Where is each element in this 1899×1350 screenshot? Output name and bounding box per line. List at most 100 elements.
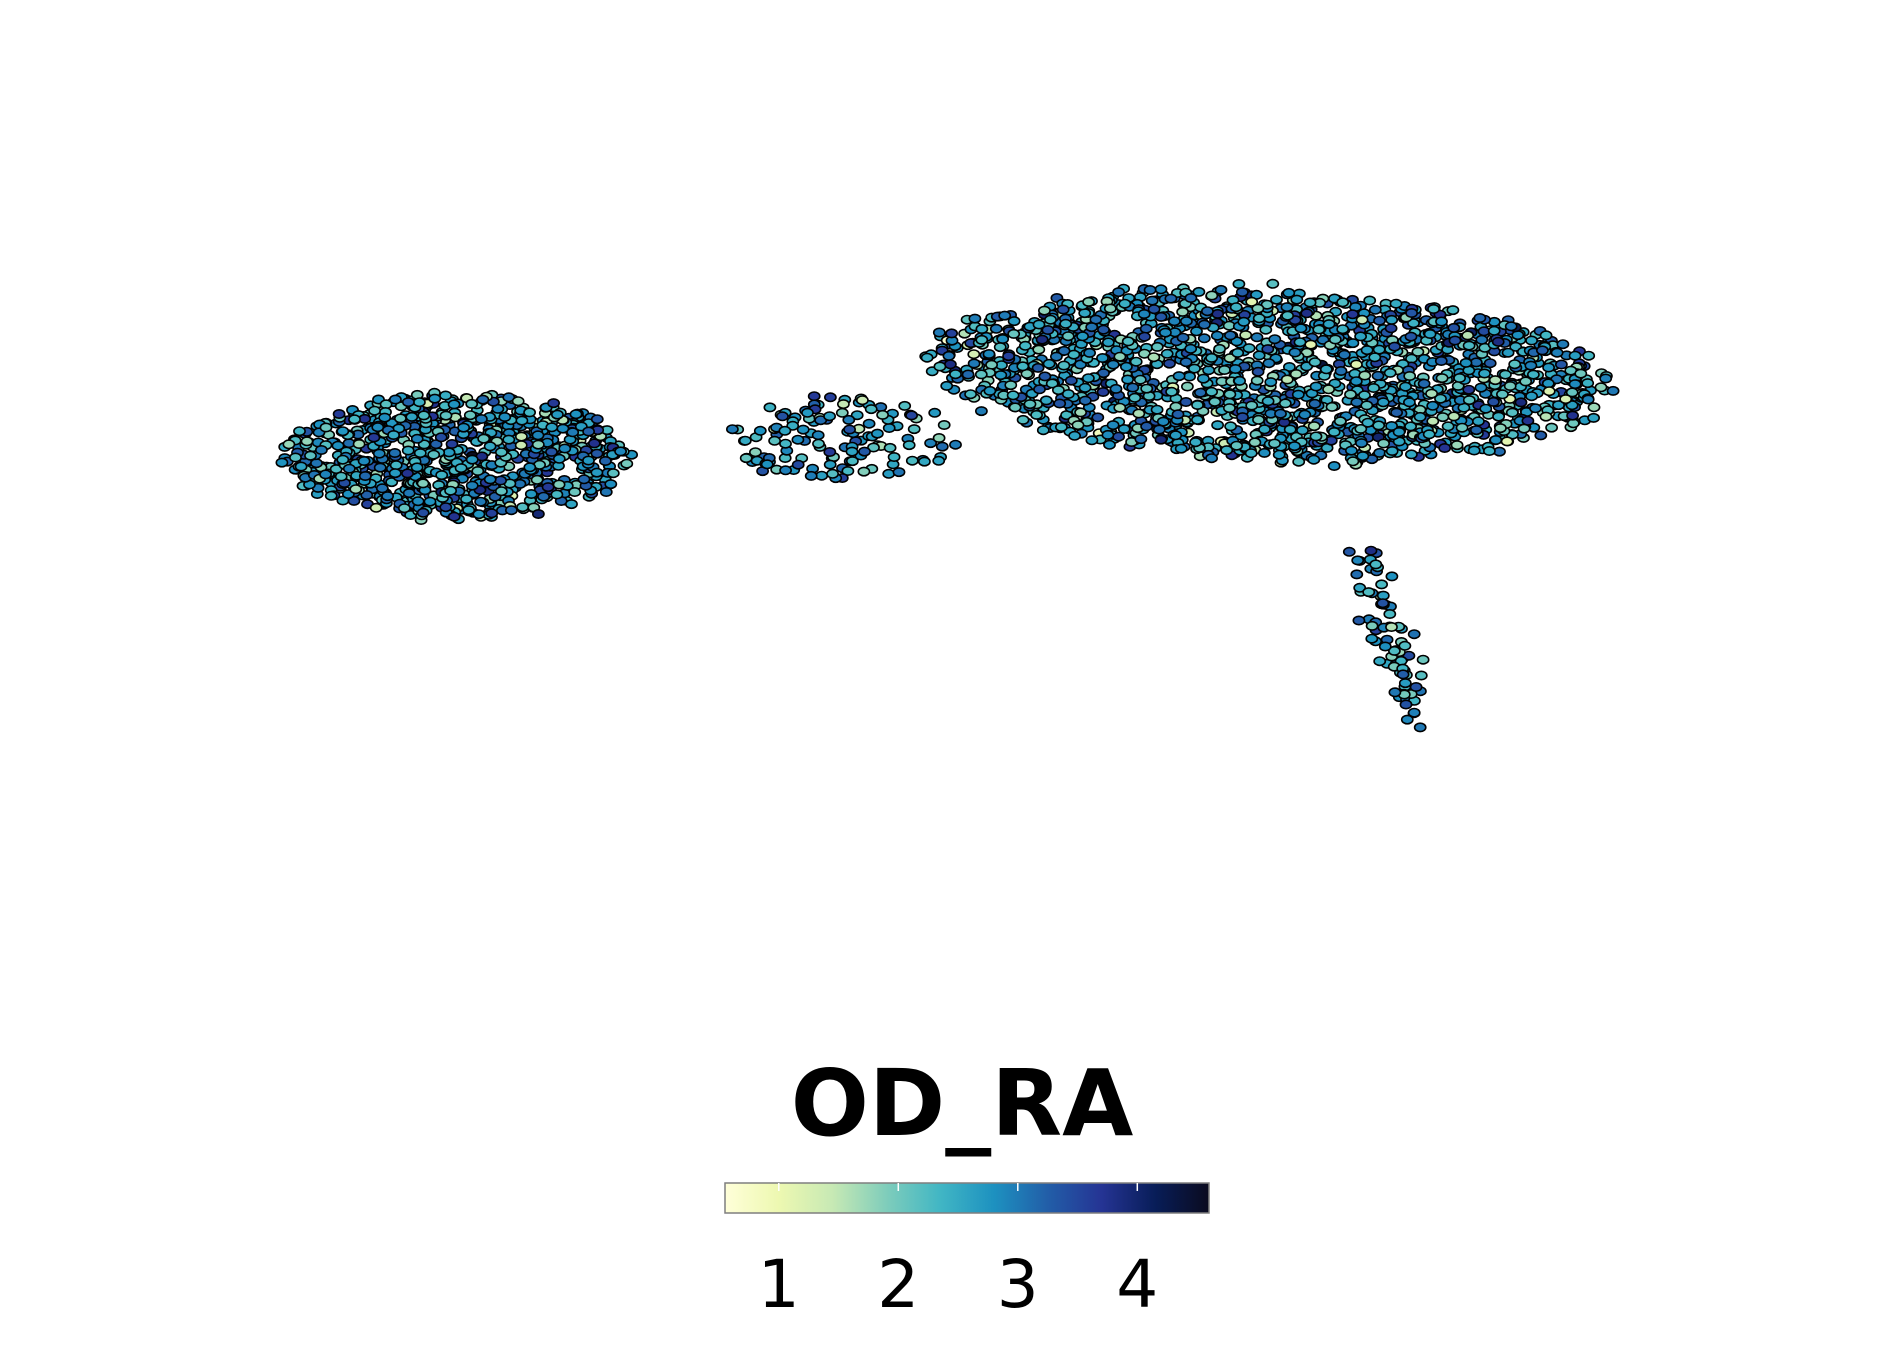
- scatter-point: [1294, 323, 1308, 334]
- scatter-point: [397, 503, 411, 514]
- scatter-point: [1416, 654, 1430, 665]
- scatter-point: [1280, 302, 1294, 313]
- scatter-point: [1042, 358, 1056, 369]
- scatter-point: [375, 483, 389, 494]
- scatter-point: [389, 460, 403, 471]
- scatter-point: [1165, 386, 1178, 397]
- scatter-point: [1353, 582, 1367, 593]
- scatter-point: [1101, 337, 1115, 348]
- scatter-point: [1483, 445, 1496, 456]
- scatter-point: [569, 409, 583, 420]
- scatter-point: [1268, 438, 1281, 449]
- scatter-point: [975, 334, 989, 345]
- scatter-point: [1150, 341, 1164, 352]
- colorbar-tick-label: 4: [1116, 1246, 1158, 1323]
- scatter-point: [876, 409, 889, 420]
- scatter-point: [1082, 373, 1095, 384]
- scatter-point: [902, 440, 916, 451]
- scatter-point: [1129, 356, 1143, 367]
- scatter-point: [1140, 383, 1154, 394]
- scatter-point: [1053, 398, 1067, 409]
- scatter-point: [823, 446, 837, 457]
- scatter-point: [749, 447, 762, 458]
- scatter-point: [1154, 434, 1168, 445]
- scatter-point: [1500, 436, 1514, 447]
- scatter-point: [933, 361, 947, 372]
- scatter-point: [1367, 382, 1380, 393]
- scatter-point: [882, 422, 896, 433]
- scatter-point: [1399, 699, 1413, 710]
- scatter-point: [1085, 435, 1099, 446]
- scatter-point: [1462, 384, 1476, 395]
- scatter-point: [545, 446, 558, 457]
- scatter-point: [1061, 331, 1075, 342]
- scatter-point: [944, 359, 957, 370]
- scatter-point: [763, 402, 777, 413]
- scatter-point: [1214, 284, 1228, 295]
- scatter-point: [1032, 319, 1046, 330]
- scatter-point: [1163, 358, 1176, 369]
- scatter-point: [1291, 389, 1305, 400]
- scatter-point: [1422, 429, 1436, 440]
- scatter-point: [515, 431, 528, 442]
- scatter-point: [753, 425, 767, 436]
- scatter-point: [336, 426, 350, 437]
- scatter-point: [416, 507, 430, 518]
- scatter-point: [887, 451, 901, 462]
- scatter-point: [494, 475, 507, 486]
- scatter-point: [1322, 384, 1335, 395]
- scatter-point: [485, 508, 499, 519]
- scatter-point: [1373, 315, 1386, 326]
- scatter-point: [1121, 336, 1135, 347]
- scatter-point: [393, 413, 407, 424]
- scatter-point: [1223, 403, 1236, 414]
- scatter-point: [1581, 394, 1595, 405]
- scatter-point: [1378, 641, 1392, 652]
- scatter-point: [942, 350, 956, 361]
- scatter-point: [862, 418, 876, 429]
- scatter-point: [532, 508, 545, 519]
- scatter-point: [552, 453, 566, 464]
- scatter-point: [1109, 383, 1123, 394]
- scatter-point: [1233, 375, 1246, 386]
- scatter-point: [1344, 389, 1357, 400]
- scatter-point: [275, 457, 289, 468]
- scatter-point: [524, 488, 538, 499]
- scatter-point: [1450, 440, 1464, 451]
- scatter-point: [845, 446, 859, 457]
- scatter-point: [1023, 399, 1037, 410]
- scatter-point: [474, 413, 488, 424]
- scatter-point: [1272, 449, 1286, 460]
- scatter-point: [738, 435, 752, 446]
- scatter-point: [1096, 352, 1109, 363]
- scatter-point: [1373, 656, 1387, 667]
- scatter-point: [416, 478, 430, 489]
- scatter-point: [1184, 292, 1198, 303]
- scatter-point: [599, 486, 613, 497]
- scatter-point: [1251, 303, 1265, 314]
- scatter-point: [989, 323, 1003, 334]
- scatter-point: [1568, 350, 1582, 361]
- scatter-point: [812, 438, 825, 449]
- scatter-point: [1325, 401, 1339, 412]
- scatter-point: [1184, 343, 1198, 354]
- scatter-point: [368, 405, 381, 416]
- scatter-point: [515, 415, 529, 426]
- colorbar-tick-label: 1: [758, 1246, 800, 1323]
- scatter-point: [1354, 423, 1368, 434]
- scatter-point: [1112, 287, 1125, 298]
- scatter-point: [1363, 295, 1377, 306]
- scatter-point: [378, 412, 392, 423]
- scatter-point: [439, 502, 453, 513]
- scatter-point: [1594, 382, 1608, 393]
- scatter-point: [1390, 407, 1403, 418]
- scatter-point: [1383, 367, 1397, 378]
- scatter-point: [778, 425, 792, 436]
- scatter-point: [1462, 340, 1476, 351]
- scatter-point: [1242, 343, 1256, 354]
- colorbar-title: OD_RA: [791, 1050, 1134, 1157]
- scatter-point: [388, 468, 402, 479]
- scatter-point: [373, 462, 387, 473]
- scatter-point: [823, 411, 836, 422]
- scatter-point: [1388, 341, 1401, 352]
